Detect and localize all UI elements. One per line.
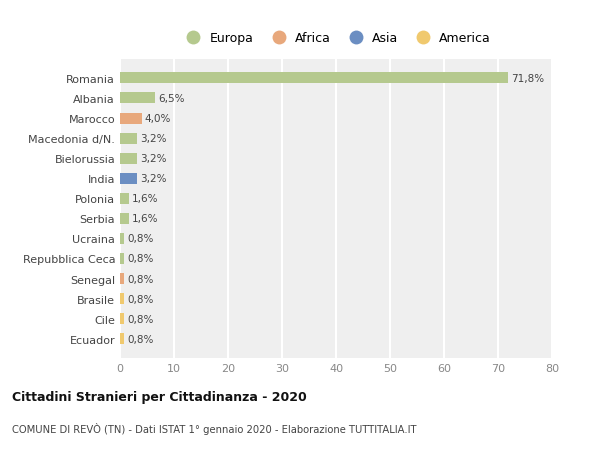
Legend: Europa, Africa, Asia, America: Europa, Africa, Asia, America bbox=[176, 27, 496, 50]
Bar bbox=[120, 153, 137, 164]
Text: 0,8%: 0,8% bbox=[128, 314, 154, 324]
Text: 1,6%: 1,6% bbox=[132, 194, 158, 204]
Text: 0,8%: 0,8% bbox=[128, 254, 154, 264]
Text: Cittadini Stranieri per Cittadinanza - 2020: Cittadini Stranieri per Cittadinanza - 2… bbox=[12, 390, 307, 403]
Bar bbox=[120, 274, 124, 285]
Bar bbox=[120, 233, 124, 244]
Bar bbox=[120, 213, 128, 224]
Bar bbox=[120, 253, 124, 264]
Text: 71,8%: 71,8% bbox=[511, 74, 544, 84]
Text: 3,2%: 3,2% bbox=[140, 154, 167, 164]
Text: 6,5%: 6,5% bbox=[158, 94, 185, 104]
Text: 0,8%: 0,8% bbox=[128, 294, 154, 304]
Bar bbox=[120, 333, 124, 344]
Text: 0,8%: 0,8% bbox=[128, 334, 154, 344]
Text: 4,0%: 4,0% bbox=[145, 114, 171, 124]
Text: 3,2%: 3,2% bbox=[140, 134, 167, 144]
Bar bbox=[120, 73, 508, 84]
Bar bbox=[120, 313, 124, 325]
Text: 0,8%: 0,8% bbox=[128, 274, 154, 284]
Bar bbox=[120, 174, 137, 185]
Text: 0,8%: 0,8% bbox=[128, 234, 154, 244]
Bar bbox=[120, 133, 137, 144]
Text: 3,2%: 3,2% bbox=[140, 174, 167, 184]
Text: 1,6%: 1,6% bbox=[132, 214, 158, 224]
Bar bbox=[120, 193, 128, 204]
Bar bbox=[120, 93, 155, 104]
Bar bbox=[120, 293, 124, 304]
Bar bbox=[120, 113, 142, 124]
Text: COMUNE DI REVÒ (TN) - Dati ISTAT 1° gennaio 2020 - Elaborazione TUTTITALIA.IT: COMUNE DI REVÒ (TN) - Dati ISTAT 1° genn… bbox=[12, 422, 416, 434]
